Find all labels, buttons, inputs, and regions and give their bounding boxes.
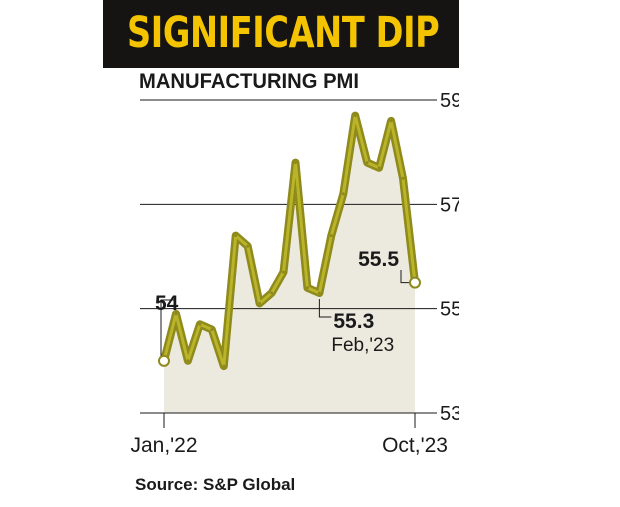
chart-card: SIGNIFICANT DIP MANUFACTURING PMI 53 55 57 5… xyxy=(103,0,459,507)
data-point-2 xyxy=(186,359,190,363)
data-point-18 xyxy=(377,166,381,170)
data-point-13 xyxy=(317,291,321,295)
data-point-6 xyxy=(234,234,238,238)
data-point-3 xyxy=(198,322,202,326)
y-tick-label-57: 57 xyxy=(440,194,459,216)
annotation-feb-sublabel: Feb,'23 xyxy=(331,335,394,356)
data-point-4 xyxy=(210,328,214,331)
annotation-start-marker xyxy=(158,354,170,367)
x-tick-label-start: Jan,'22 xyxy=(130,434,197,457)
data-point-11 xyxy=(294,161,297,165)
data-point-19 xyxy=(389,119,393,123)
series-line-highlight xyxy=(162,114,417,368)
annotation-feb-leader xyxy=(318,299,332,318)
data-point-20 xyxy=(401,176,405,180)
data-point-16 xyxy=(353,114,357,118)
data-point-17 xyxy=(365,161,369,165)
y-tick-label-55: 55 xyxy=(440,299,459,321)
data-point-8 xyxy=(258,301,262,305)
data-point-12 xyxy=(305,286,309,290)
data-point-10 xyxy=(282,270,285,274)
y-tick-label-53: 53 xyxy=(440,403,459,425)
annotation-end-label: 55.5 xyxy=(358,248,399,271)
data-point-1 xyxy=(174,312,178,316)
data-point-5 xyxy=(222,364,226,368)
annotation-start-label: 54 xyxy=(155,292,179,315)
annotation-end-marker xyxy=(409,276,421,289)
x-tick-label-end: Oct,'23 xyxy=(382,434,448,457)
data-point-15 xyxy=(341,192,345,196)
source-note: Source: S&P Global xyxy=(135,475,296,494)
y-tick-label-59: 59 xyxy=(440,90,459,112)
annotation-start-leader xyxy=(160,299,176,357)
header-banner xyxy=(103,0,459,68)
data-point-9 xyxy=(270,291,274,295)
data-point-7 xyxy=(246,244,250,248)
chart-title: SIGNIFICANT DIP xyxy=(127,8,440,58)
annotation-feb-label: 55.3 xyxy=(333,310,374,333)
annotation-end-leader xyxy=(400,270,411,284)
pmi-chart: MANUFACTURING PMI 53 55 57 59 Jan,'22 Oct,'23 5… xyxy=(130,70,459,457)
data-point-14 xyxy=(329,234,333,238)
chart-subtitle: MANUFACTURING PMI xyxy=(139,70,359,93)
